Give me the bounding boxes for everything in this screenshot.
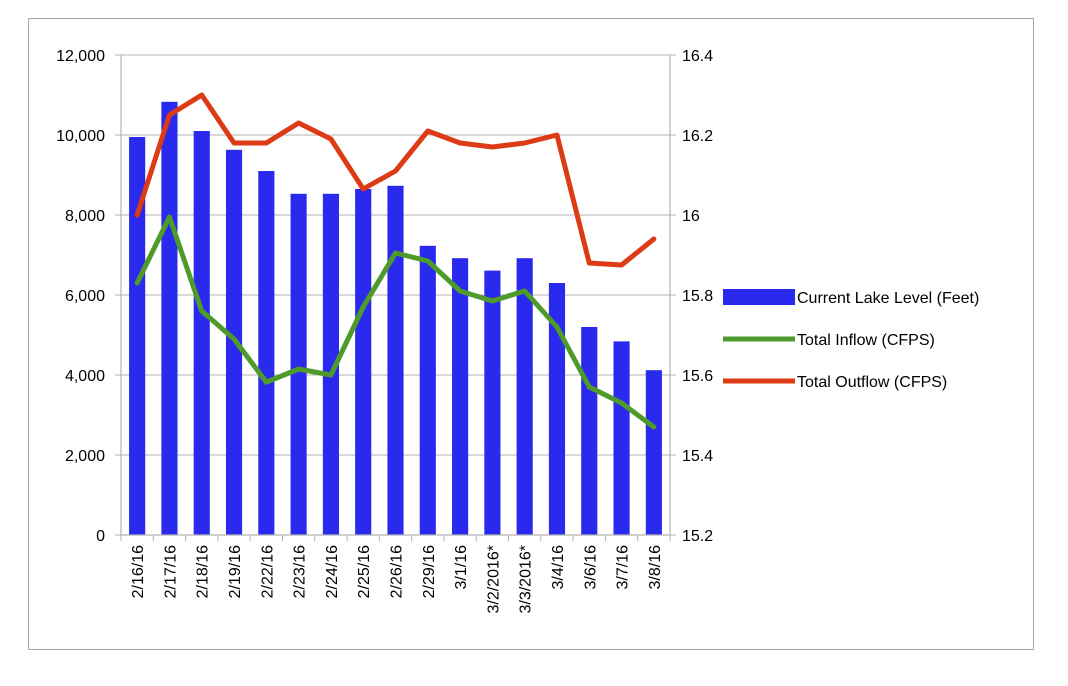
- legend: Current Lake Level (Feet) Total Inflow (C…: [723, 289, 979, 391]
- bar: [129, 137, 146, 535]
- x-tick-label: 2/22/16: [259, 545, 276, 598]
- x-tick-label: 2/17/16: [162, 545, 179, 598]
- bar: [193, 131, 210, 535]
- x-tick-label: 2/23/16: [292, 545, 309, 598]
- bar: [419, 245, 436, 536]
- line-series: [134, 92, 657, 430]
- x-tick-label: 2/19/16: [227, 545, 244, 598]
- right-tick-label: 16.2: [682, 128, 713, 145]
- bar: [452, 258, 469, 535]
- chart-frame: 0 2,000 4,000 6,000 8,000 10,000 12,000 15.2 15.…: [28, 18, 1034, 650]
- right-tick-label: 15.6: [682, 368, 713, 385]
- bar: [645, 370, 662, 535]
- right-tick-label: 15.4: [682, 448, 713, 465]
- axes: 0 2,000 4,000 6,000 8,000 10,000 12,000 15.2 15.…: [56, 48, 713, 614]
- bar: [387, 185, 404, 536]
- line-total-outflow-cfps: [134, 92, 657, 268]
- left-tick-label: 12,000: [56, 48, 105, 65]
- bar: [548, 283, 566, 535]
- x-tick-label: 2/25/16: [356, 545, 373, 598]
- left-tick-label: 0: [96, 528, 105, 545]
- x-tick-label: 3/4/16: [550, 545, 567, 590]
- bar: [258, 171, 275, 535]
- x-tick-label: 2/29/16: [421, 545, 438, 598]
- x-tick-label: 3/3/2016*: [518, 545, 535, 614]
- x-tick-label: 3/1/16: [453, 545, 470, 590]
- x-tick-label: 2/16/16: [130, 545, 147, 598]
- right-tick-label: 15.8: [682, 288, 713, 305]
- left-tick-label: 8,000: [65, 208, 105, 225]
- x-tick-label: 3/7/16: [615, 545, 632, 590]
- left-tick-label: 2,000: [65, 448, 105, 465]
- chart: 0 2,000 4,000 6,000 8,000 10,000 12,000 15.2 15.…: [56, 48, 979, 614]
- legend-label: Total Inflow (CFPS): [797, 332, 935, 349]
- bar: [484, 270, 501, 535]
- left-tick-label: 4,000: [65, 368, 105, 385]
- left-tick-label: 10,000: [56, 128, 105, 145]
- legend-label: Current Lake Level (Feet): [797, 290, 979, 307]
- line-total-inflow-cfps: [134, 214, 657, 430]
- bar: [290, 193, 307, 536]
- bar: [613, 341, 630, 535]
- x-tick-label: 3/6/16: [582, 545, 599, 590]
- x-tick-label: 2/18/16: [195, 545, 212, 598]
- left-tick-label: 6,000: [65, 288, 105, 305]
- right-tick-label: 15.2: [682, 528, 713, 545]
- x-tick-label: 3/8/16: [647, 545, 664, 590]
- bar: [516, 258, 533, 535]
- x-tick-label: 2/24/16: [324, 545, 341, 598]
- bar: [355, 189, 372, 535]
- right-tick-label: 16: [682, 208, 700, 225]
- legend-swatch-bar: [723, 289, 795, 305]
- bar: [161, 101, 178, 536]
- bar: [581, 327, 598, 535]
- legend-label: Total Outflow (CFPS): [797, 374, 947, 391]
- right-tick-label: 16.4: [682, 48, 713, 65]
- x-tick-label: 3/2/2016*: [485, 545, 502, 614]
- x-tick-label: 2/26/16: [389, 545, 406, 598]
- bar: [322, 193, 339, 536]
